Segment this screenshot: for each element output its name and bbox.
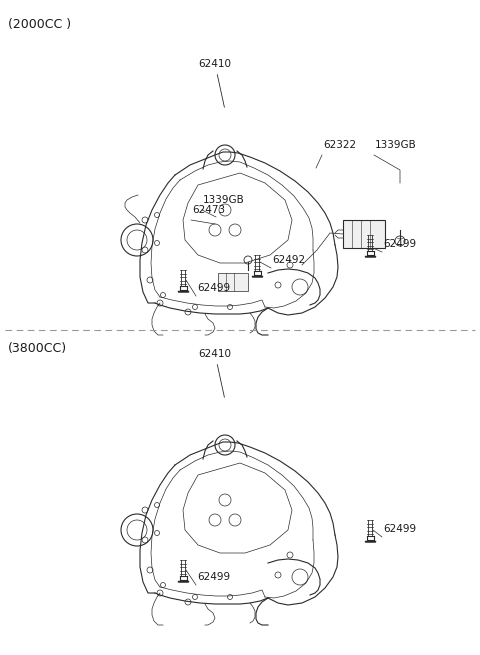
Text: 62492: 62492 — [272, 255, 305, 265]
Text: (2000CC ): (2000CC ) — [8, 18, 71, 31]
Text: 62499: 62499 — [383, 239, 416, 249]
Text: 1339GB: 1339GB — [375, 140, 417, 150]
Text: 62322: 62322 — [323, 140, 356, 150]
Text: 62499: 62499 — [383, 524, 416, 534]
Text: 62473: 62473 — [192, 205, 225, 215]
Text: 62499: 62499 — [197, 283, 230, 293]
Text: 1339GB: 1339GB — [203, 195, 245, 205]
Bar — [343, 220, 385, 248]
Text: 62410: 62410 — [199, 349, 231, 398]
Text: (3800CC): (3800CC) — [8, 342, 67, 355]
Text: 62499: 62499 — [197, 572, 230, 582]
Bar — [218, 273, 248, 291]
Text: 62410: 62410 — [199, 59, 231, 107]
